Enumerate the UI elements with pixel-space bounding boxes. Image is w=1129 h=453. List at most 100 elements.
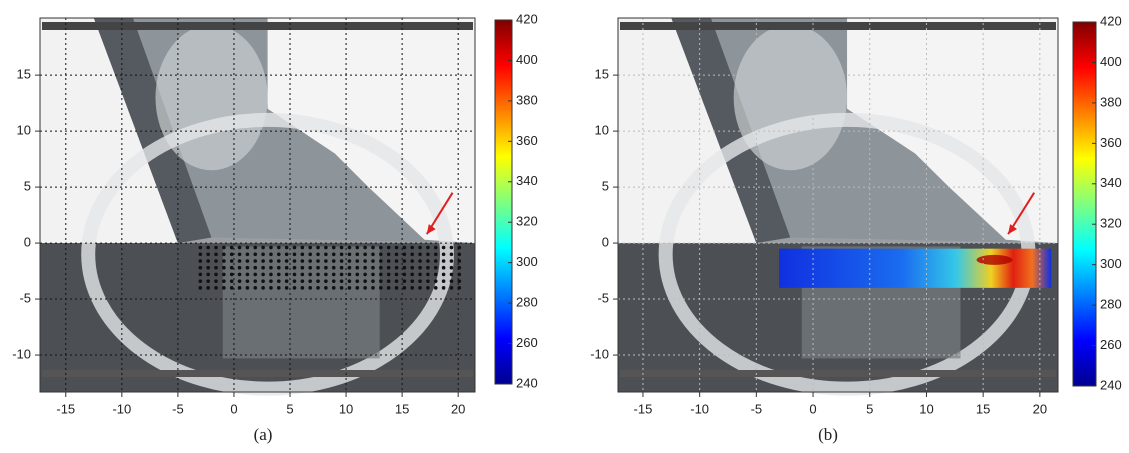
groove-plate bbox=[93, 18, 212, 244]
colorbar bbox=[494, 19, 513, 385]
measurement-point bbox=[418, 279, 422, 283]
y-tick-label: 0 bbox=[602, 235, 609, 250]
x-tick-label: 0 bbox=[230, 401, 237, 416]
measurement-point bbox=[237, 245, 242, 250]
measurement-point bbox=[441, 265, 446, 270]
measurement-point bbox=[214, 252, 218, 257]
measurement-point bbox=[457, 279, 462, 283]
colorbar-tick-label: 380 bbox=[1100, 94, 1122, 109]
measurement-point bbox=[292, 286, 297, 290]
measurement-point bbox=[269, 279, 273, 283]
measurement-point bbox=[449, 272, 454, 277]
measurement-point bbox=[386, 279, 391, 283]
measurement-point bbox=[433, 286, 438, 290]
measurement-point bbox=[355, 265, 360, 270]
x-tick-label: -10 bbox=[690, 401, 709, 416]
measurement-point bbox=[347, 252, 352, 257]
measurement-point bbox=[253, 265, 258, 270]
measurement-point bbox=[331, 259, 336, 263]
measurement-point bbox=[198, 259, 203, 263]
measurement-point bbox=[449, 259, 454, 263]
x-tick-label: 5 bbox=[866, 401, 873, 416]
measurement-point bbox=[245, 286, 250, 290]
measurement-point bbox=[245, 272, 250, 277]
colorbar-tick-label: 420 bbox=[1100, 13, 1122, 28]
measurement-point bbox=[331, 279, 336, 283]
measurement-point bbox=[347, 265, 352, 270]
measurement-point bbox=[245, 252, 250, 257]
measurement-point bbox=[300, 259, 305, 263]
panel-caption: (b) bbox=[818, 425, 838, 444]
measurement-point bbox=[418, 286, 422, 290]
measurement-point bbox=[433, 279, 438, 283]
colorbar-tick-label: 240 bbox=[1100, 377, 1122, 392]
measurement-point bbox=[402, 252, 407, 257]
measurement-point bbox=[324, 265, 328, 270]
measurement-point bbox=[300, 252, 305, 257]
measurement-point bbox=[355, 259, 360, 263]
measurement-point bbox=[331, 272, 336, 277]
measurement-point bbox=[214, 286, 218, 290]
x-tick-label: 15 bbox=[976, 401, 990, 416]
measurement-point bbox=[363, 286, 367, 290]
measurement-point bbox=[363, 252, 367, 257]
measurement-point bbox=[269, 286, 273, 290]
measurement-point bbox=[214, 272, 218, 277]
measurement-point bbox=[308, 286, 312, 290]
colorbar-tick-label: 400 bbox=[1100, 54, 1122, 69]
measurement-point bbox=[410, 245, 415, 250]
measurement-point bbox=[339, 272, 344, 277]
measurement-point bbox=[426, 245, 430, 250]
measurement-point bbox=[363, 265, 367, 270]
measurement-point bbox=[324, 245, 328, 250]
measurement-point bbox=[426, 259, 430, 263]
measurement-point bbox=[253, 279, 258, 283]
measurement-point bbox=[402, 272, 407, 277]
colorbar-tick-label: 320 bbox=[516, 214, 538, 229]
colorbar-tick-label: 240 bbox=[516, 375, 538, 390]
measurement-point bbox=[371, 279, 375, 283]
measurement-point bbox=[324, 272, 328, 277]
measurement-point bbox=[316, 252, 320, 257]
measurement-point bbox=[418, 245, 422, 250]
measurement-point bbox=[237, 252, 242, 257]
measurement-point bbox=[402, 259, 407, 263]
measurement-point bbox=[410, 265, 415, 270]
measurement-point bbox=[433, 272, 438, 277]
measurement-point bbox=[394, 259, 399, 263]
measurement-point bbox=[324, 279, 328, 283]
measurement-point bbox=[379, 265, 383, 270]
measurement-point bbox=[237, 279, 242, 283]
measurement-point bbox=[261, 272, 265, 277]
measurement-point bbox=[277, 252, 281, 257]
colorbar-tick-label: 300 bbox=[1100, 256, 1122, 271]
measurement-point bbox=[371, 272, 375, 277]
measurement-point bbox=[394, 265, 399, 270]
measurement-point bbox=[269, 252, 273, 257]
measurement-point bbox=[222, 272, 226, 277]
measurement-point bbox=[449, 252, 454, 257]
measurement-point bbox=[449, 279, 454, 283]
measurement-point bbox=[308, 252, 312, 257]
y-tick-label: -5 bbox=[19, 290, 31, 305]
measurement-point bbox=[300, 286, 305, 290]
y-tick-label: 5 bbox=[602, 179, 609, 194]
x-tick-label: 0 bbox=[809, 401, 816, 416]
measurement-point bbox=[198, 245, 203, 250]
colorbar-tick-label: 360 bbox=[1100, 135, 1122, 150]
measurement-point bbox=[198, 265, 203, 270]
measurement-point bbox=[339, 259, 344, 263]
measurement-point bbox=[237, 272, 242, 277]
measurement-point bbox=[277, 245, 281, 250]
measurement-point bbox=[394, 252, 399, 257]
measurement-point bbox=[394, 272, 399, 277]
x-tick-label: -15 bbox=[634, 401, 653, 416]
measurement-point bbox=[449, 286, 454, 290]
measurement-point bbox=[308, 259, 312, 263]
measurement-point bbox=[253, 252, 258, 257]
measurement-point bbox=[402, 279, 407, 283]
measurement-point bbox=[426, 279, 430, 283]
measurement-point bbox=[229, 286, 234, 290]
measurement-point bbox=[331, 265, 336, 270]
measurement-point bbox=[386, 259, 391, 263]
